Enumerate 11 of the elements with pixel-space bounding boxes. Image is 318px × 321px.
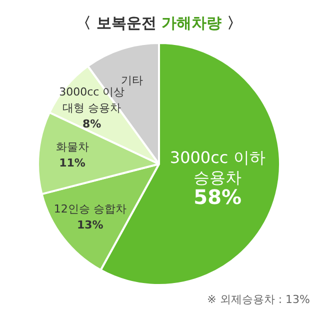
text: ※ 외제승용차 : 13% xyxy=(206,292,310,307)
chart-title: 〈 보복운전 가해차량 〉 xyxy=(76,14,242,32)
slice-label: 기타 xyxy=(121,74,144,88)
slice-label: 12인승 승합차 xyxy=(54,202,126,216)
data-label: 8% xyxy=(82,117,102,130)
data-label: 58% xyxy=(194,185,242,210)
slice-label: 화물차 xyxy=(56,140,89,154)
data-label: 11% xyxy=(59,156,86,170)
slice-label: 3000cc 이하 승용차 xyxy=(170,148,266,188)
data-label: 13% xyxy=(76,218,104,232)
slice-label: 3000cc 이상 대형 승용차 xyxy=(59,85,125,114)
